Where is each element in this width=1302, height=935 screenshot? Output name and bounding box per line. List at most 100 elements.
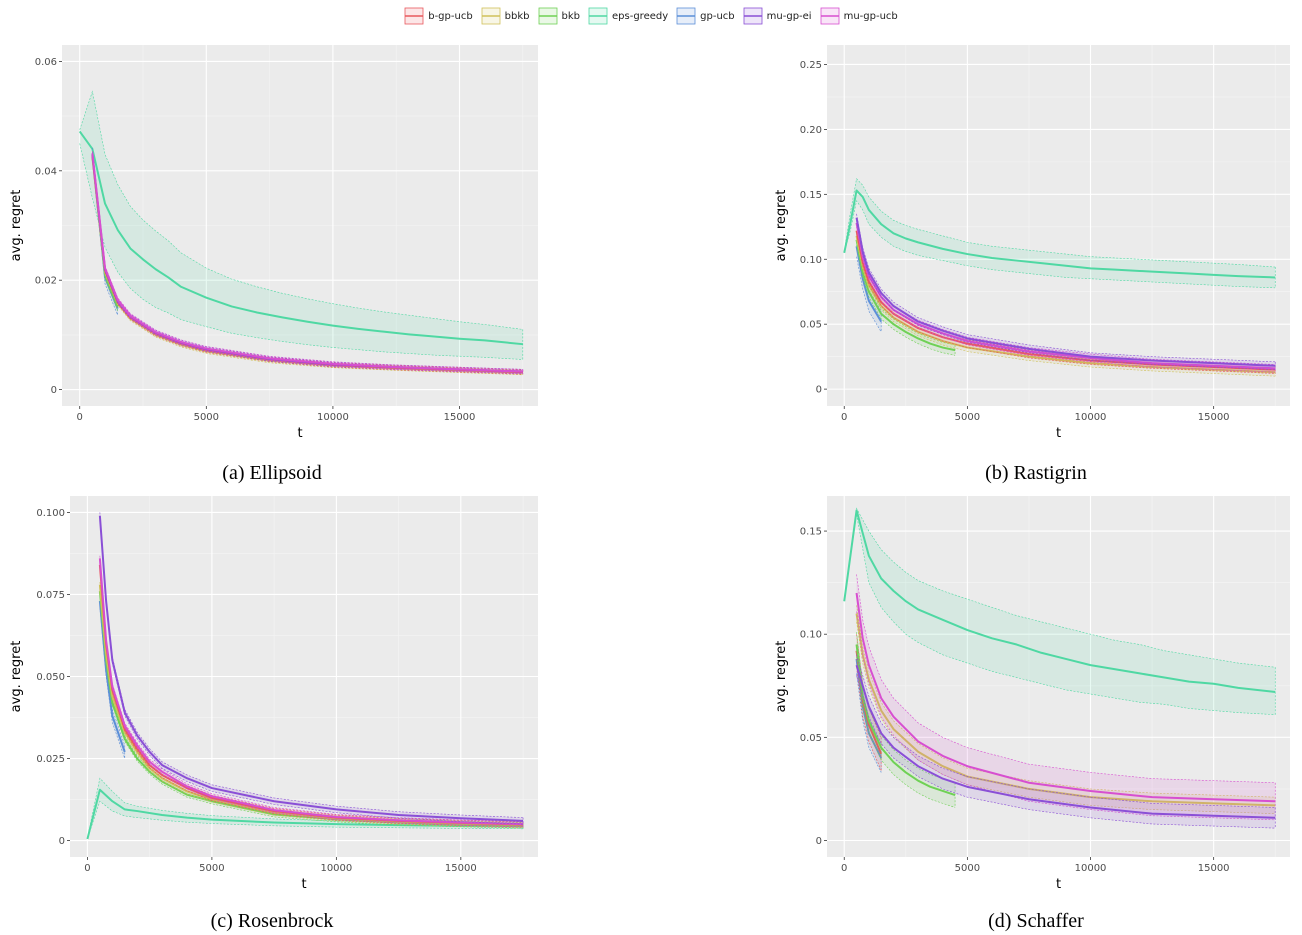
legend-label-mu-gp-ucb: mu-gp-ucb [843, 10, 898, 22]
chart-schaffer-svg: 0 5000 10000 15000 0 0.05 0.10 0.15 t avg. regret [774, 496, 1290, 892]
x-tick-label: 0 [84, 863, 90, 874]
band-eps-greedy [844, 178, 1276, 288]
legend-key-b-gp-ucb [404, 7, 424, 25]
band-lower-bkb [856, 656, 956, 808]
y-tick-label: 0.20 [800, 125, 822, 136]
x-tick-label: 10000 [1075, 412, 1107, 423]
caption-ellipsoid: (a) Ellipsoid [222, 462, 322, 484]
series-group [843, 178, 1276, 377]
series-line-eps-greedy [78, 130, 523, 346]
band-lower-bbkb [99, 587, 524, 828]
y-tick-label: 0.075 [36, 590, 65, 601]
x-tick-label: 15000 [1198, 863, 1230, 874]
legend-item-bkb: bkb [538, 7, 581, 25]
y-tick-label: 0.06 [35, 57, 57, 68]
band-upper-mu-gp-ucb [856, 218, 1276, 365]
band-upper-eps-greedy [843, 178, 1276, 268]
band-upper-mu-gp-ei [99, 512, 524, 818]
y-tick-label: 0 [59, 836, 65, 847]
plot-background [827, 45, 1290, 406]
series-group [86, 512, 524, 840]
band-lower-eps-greedy [87, 800, 524, 840]
plot-background [827, 496, 1290, 857]
x-tick-label: 15000 [1198, 412, 1230, 423]
y-tick-label: 0.100 [36, 508, 65, 519]
caption-rastigrin: (b) Rastigrin [985, 462, 1087, 484]
band-eps-greedy [79, 91, 523, 360]
series-line-eps-greedy [843, 509, 1276, 693]
y-tick-label: 0.025 [36, 754, 65, 765]
series-line-mu-gp-ucb [91, 153, 523, 373]
x-tick-label: 5000 [199, 863, 224, 874]
band-lower-mu-gp-ei [856, 221, 1276, 370]
legend-item-b-gp-ucb: b-gp-ucb [404, 7, 473, 25]
legend-label-bkb: bkb [561, 10, 581, 22]
x-tick-label: 5000 [194, 412, 219, 423]
series-group [78, 90, 524, 376]
legend: b-gp-ucb bbkb bkb eps-greedy gp-ucb mu-gp-ei m… [0, 4, 1302, 28]
band-lower-bbkb [856, 239, 1276, 377]
x-tick-label: 0 [841, 863, 847, 874]
legend-key-mu-gp-ei [743, 7, 763, 25]
series-line-mu-gp-ucb [855, 592, 1276, 803]
band-lower-bbkb [856, 621, 1276, 814]
legend-label-mu-gp-ei: mu-gp-ei [766, 10, 812, 22]
x-axis-title: t [297, 426, 302, 441]
band-lower-b-gp-ucb [99, 567, 524, 828]
x-tick-label: 10000 [320, 863, 352, 874]
legend-item-eps-greedy: eps-greedy [588, 7, 668, 25]
band-upper-mu-gp-ei [856, 213, 1276, 363]
band-lower-gp-ucb [856, 256, 882, 333]
band-lower-bkb [99, 593, 524, 829]
y-tick-label: 0.05 [800, 733, 822, 744]
legend-item-bbkb: bbkb [481, 7, 530, 25]
y-tick-label: 0.25 [800, 60, 822, 71]
legend-key-gp-ucb [676, 7, 696, 25]
y-tick-label: 0.10 [800, 630, 822, 641]
y-tick-label: 0.050 [36, 672, 65, 683]
band-lower-mu-gp-ucb [856, 611, 1276, 821]
band-upper-b-gp-ucb [99, 562, 524, 823]
y-tick-label: 0.15 [800, 527, 822, 538]
series-line-mu-gp-ucb [855, 222, 1276, 370]
x-tick-label: 0 [841, 412, 847, 423]
band-upper-bbkb [856, 605, 1276, 798]
band-upper-mu-gp-ucb [856, 574, 1276, 784]
legend-key-bbkb [481, 7, 501, 25]
x-axis-title: t [1056, 877, 1061, 892]
x-tick-label: 0 [77, 412, 83, 423]
chart-ellipsoid-svg: 0 5000 10000 15000 0 0.02 0.04 0.06 t avg. regret [9, 45, 538, 441]
series-line-eps-greedy [843, 189, 1276, 279]
y-tick-label: 0.05 [800, 320, 822, 331]
series-line-mu-gp-ei [855, 217, 1276, 367]
band-lower-eps-greedy [843, 200, 1276, 289]
legend-label-b-gp-ucb: b-gp-ucb [428, 10, 473, 22]
y-tick-label: 0 [816, 385, 822, 396]
band-upper-b-gp-ucb [856, 634, 882, 738]
chart-rastigrin: 0 5000 10000 15000 0 0.05 0.10 0.15 0.20 0.25 t avg… [765, 34, 1302, 449]
caption-schaffer: (d) Schaffer [988, 910, 1084, 932]
band-lower-gp-ucb [92, 160, 118, 316]
y-tick-label: 0 [816, 836, 822, 847]
x-tick-label: 10000 [1075, 863, 1107, 874]
legend-item-gp-ucb: gp-ucb [676, 7, 735, 25]
y-tick-label: 0.10 [800, 255, 822, 266]
x-axis-title: t [1056, 426, 1061, 441]
legend-label-gp-ucb: gp-ucb [700, 10, 735, 22]
series-line-bkb [855, 644, 956, 797]
legend-label-eps-greedy: eps-greedy [612, 10, 669, 22]
band-lower-b-gp-ucb [856, 667, 882, 771]
x-tick-label: 5000 [955, 412, 980, 423]
series-line-mu-gp-ei [98, 515, 524, 822]
y-axis-title: avg. regret [9, 190, 24, 262]
chart-ellipsoid: 0 5000 10000 15000 0 0.02 0.04 0.06 t avg. regret [0, 34, 545, 449]
legend-item-mu-gp-ucb: mu-gp-ucb [820, 7, 898, 25]
band-lower-mu-gp-ei [856, 675, 1276, 829]
y-tick-label: 0.15 [800, 190, 822, 201]
y-tick-label: 0.04 [35, 166, 57, 177]
band-gp-ucb [856, 235, 882, 332]
band-lower-bkb [856, 244, 956, 356]
band-lower-b-gp-ucb [856, 234, 1276, 374]
x-tick-label: 5000 [955, 863, 980, 874]
x-tick-label: 15000 [445, 863, 477, 874]
